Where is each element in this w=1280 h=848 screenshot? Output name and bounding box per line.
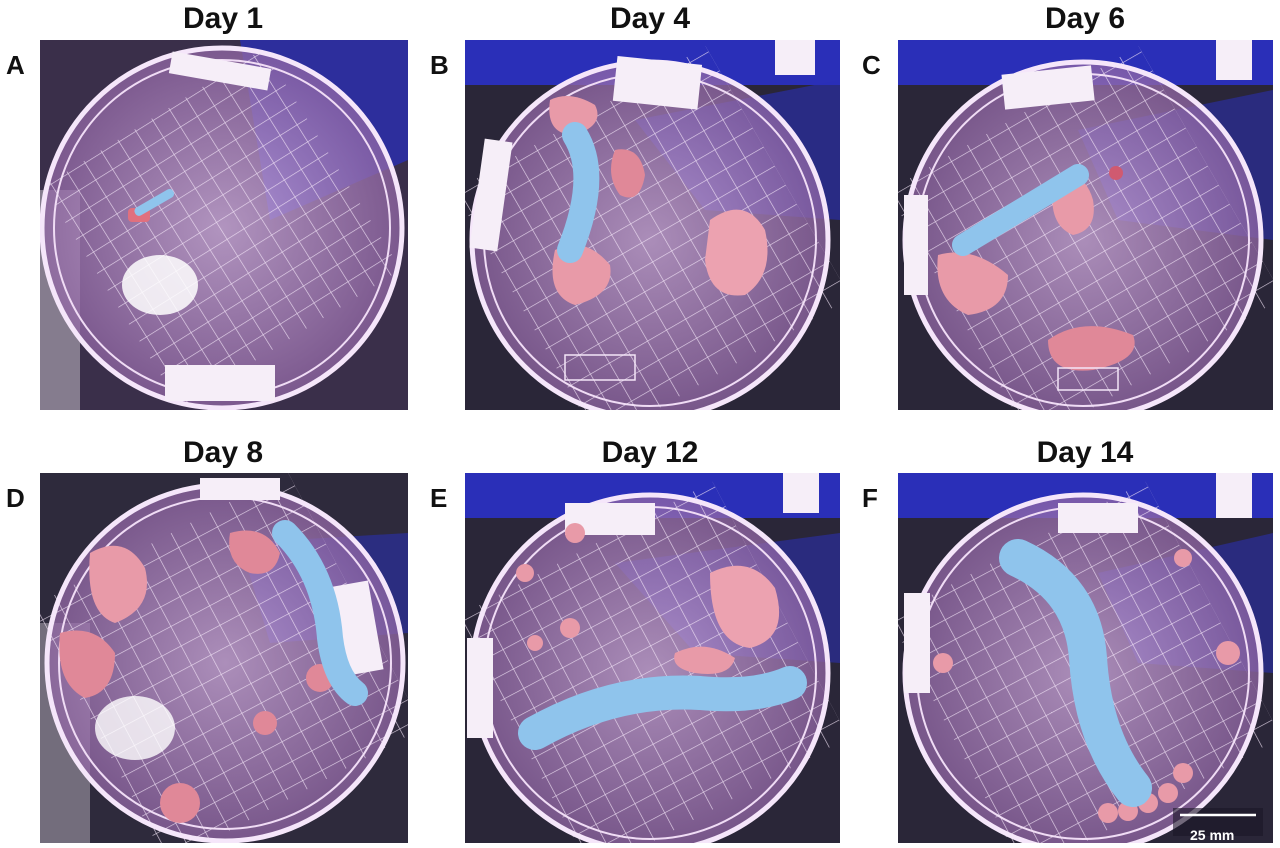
- panel-d-title: Day 8: [182, 436, 264, 469]
- panel-d-letter: D: [6, 483, 25, 513]
- panel-a-letter: A: [6, 50, 25, 80]
- panel-f-letter: F: [862, 483, 878, 513]
- panel-b-photo: [465, 40, 840, 410]
- panel-a-photo: [40, 40, 408, 410]
- petri-dish-day-12: [465, 473, 840, 843]
- panel-e-title: Day 12: [601, 436, 699, 469]
- scale-bar-label: 25 mm: [1190, 827, 1235, 843]
- panel-b-title: Day 4: [609, 2, 691, 35]
- panel-c-photo: [898, 40, 1273, 410]
- petri-dish-day-6: [898, 40, 1273, 410]
- panel-f-title: Day 14: [1036, 436, 1134, 469]
- panel-c-title: Day 6: [1044, 2, 1126, 35]
- petri-dish-day-14: [898, 473, 1273, 843]
- panel-b-letter: B: [430, 50, 449, 80]
- petri-dish-day-4: [465, 40, 840, 410]
- panel-d-photo: [40, 473, 408, 843]
- panel-f-photo: [898, 473, 1273, 843]
- panel-a-title: Day 1: [182, 2, 264, 35]
- petri-dish-day-1: [40, 40, 408, 410]
- panel-c-letter: C: [862, 50, 881, 80]
- panel-e-photo: [465, 473, 840, 843]
- panel-e-letter: E: [430, 483, 448, 513]
- petri-dish-day-8: [40, 473, 408, 843]
